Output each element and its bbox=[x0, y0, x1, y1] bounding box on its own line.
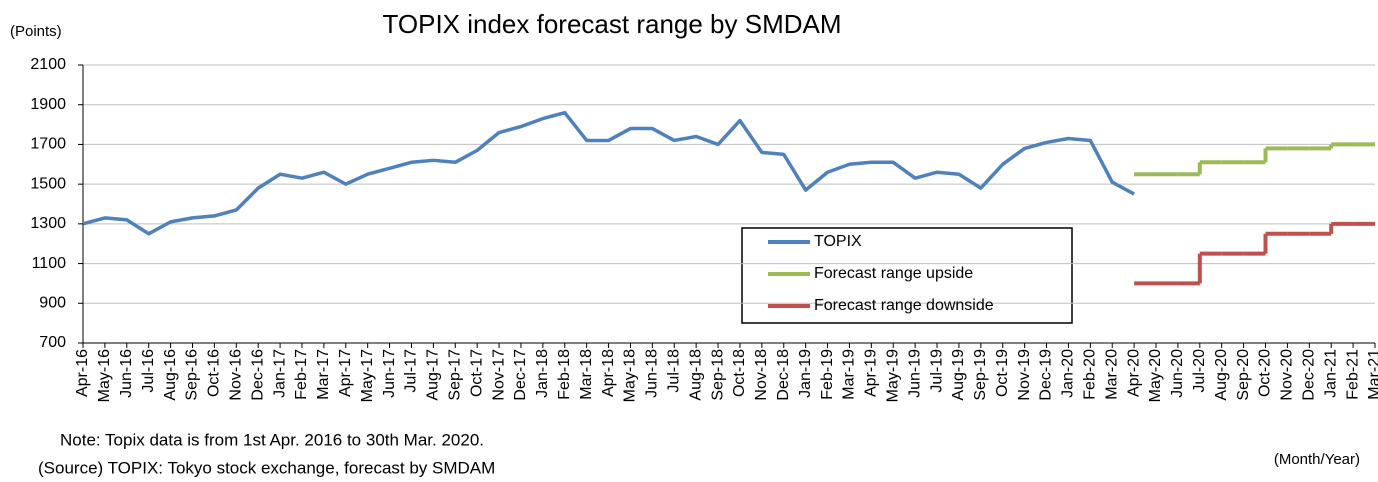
x-tick-label: Dec-20 bbox=[1301, 349, 1318, 401]
x-tick-label: Sep-20 bbox=[1235, 349, 1252, 401]
x-tick-label: Jun-20 bbox=[1169, 349, 1186, 398]
x-tick-label: Sep-16 bbox=[184, 349, 201, 401]
x-tick-label: Apr-17 bbox=[337, 349, 354, 397]
source: (Source) TOPIX: Tokyo stock exchange, fo… bbox=[38, 458, 495, 477]
x-tick-label: Oct-18 bbox=[731, 349, 748, 397]
chart-title: TOPIX index forecast range by SMDAM bbox=[382, 9, 841, 39]
x-tick-label: Feb-20 bbox=[1082, 349, 1099, 400]
x-tick-label: Apr-19 bbox=[863, 349, 880, 397]
x-tick-label: Jul-16 bbox=[140, 349, 157, 393]
x-tick-label: Jul-20 bbox=[1191, 349, 1208, 393]
x-tick-label: Nov-18 bbox=[753, 349, 770, 401]
y-tick-label: 1300 bbox=[30, 215, 66, 232]
x-tick-label: Jan-18 bbox=[534, 349, 551, 398]
x-tick-label: Sep-19 bbox=[972, 349, 989, 401]
series-line bbox=[82, 110, 1135, 236]
x-tick-label: Feb-17 bbox=[293, 349, 310, 400]
x-tick-label: Aug-18 bbox=[687, 349, 704, 401]
x-tick-label: Dec-19 bbox=[1038, 349, 1055, 401]
y-axis-label: (Points) bbox=[10, 23, 62, 40]
x-tick-label: Oct-17 bbox=[468, 349, 485, 397]
x-tick-label: Nov-17 bbox=[490, 349, 507, 401]
x-tick-label: Jun-19 bbox=[906, 349, 923, 398]
x-tick-label: Apr-20 bbox=[1125, 349, 1142, 397]
y-tick-label: 900 bbox=[39, 295, 66, 312]
y-tick-label: 1500 bbox=[30, 175, 66, 192]
x-tick-label: Nov-19 bbox=[1016, 349, 1033, 401]
x-tick-label: May-19 bbox=[884, 349, 901, 402]
legend-label: TOPIX bbox=[814, 233, 862, 250]
x-axis-label: (Month/Year) bbox=[1274, 451, 1360, 468]
x-tick-label: Jan-19 bbox=[797, 349, 814, 398]
x-tick-label: Jun-17 bbox=[381, 349, 398, 398]
x-tick-label: Dec-18 bbox=[775, 349, 792, 401]
x-tick-label: Aug-17 bbox=[425, 349, 442, 401]
x-tick-label: Jan-17 bbox=[271, 349, 288, 398]
x-tick-label: Mar-20 bbox=[1103, 349, 1120, 400]
x-tick-label: Feb-18 bbox=[556, 349, 573, 400]
x-tick-label: May-16 bbox=[96, 349, 113, 402]
x-tick-label: May-18 bbox=[622, 349, 639, 402]
y-tick-label: 1100 bbox=[32, 255, 67, 272]
x-tick-label: Jul-18 bbox=[665, 349, 682, 393]
note: Note: Topix data is from 1st Apr. 2016 t… bbox=[60, 430, 484, 449]
x-tick-label: Jun-18 bbox=[644, 349, 661, 398]
y-tick-label: 1900 bbox=[30, 96, 66, 113]
y-tick-label: 700 bbox=[39, 334, 66, 351]
x-tick-label: Aug-16 bbox=[162, 349, 179, 401]
x-tick-label: Jul-19 bbox=[928, 349, 945, 393]
x-tick-label: Dec-16 bbox=[249, 349, 266, 401]
x-tick-label: Mar-19 bbox=[841, 349, 858, 400]
x-tick-label: Sep-18 bbox=[709, 349, 726, 401]
x-tick-label: May-20 bbox=[1147, 349, 1164, 402]
x-tick-label: Oct-19 bbox=[994, 349, 1011, 397]
x-tick-label: Nov-20 bbox=[1279, 349, 1296, 401]
x-tick-label: Aug-19 bbox=[950, 349, 967, 401]
x-tick-label: Jan-20 bbox=[1060, 349, 1077, 398]
legend-label: Forecast range upside bbox=[814, 265, 973, 282]
x-tick-label: Feb-21 bbox=[1344, 349, 1361, 400]
x-tick-label: Oct-20 bbox=[1257, 349, 1274, 397]
y-tick-label: 1700 bbox=[30, 136, 66, 153]
x-tick-label: Jun-16 bbox=[118, 349, 135, 398]
x-tick-label: Mar-18 bbox=[578, 349, 595, 400]
x-tick-label: Jan-21 bbox=[1322, 349, 1339, 398]
x-tick-label: May-17 bbox=[359, 349, 376, 402]
x-tick-label: Oct-16 bbox=[206, 349, 223, 397]
legend-label: Forecast range downside bbox=[814, 297, 994, 314]
x-tick-label: Nov-16 bbox=[228, 349, 245, 401]
x-tick-label: Apr-16 bbox=[74, 349, 91, 397]
x-tick-label: Sep-17 bbox=[446, 349, 463, 401]
x-tick-label: Feb-19 bbox=[819, 349, 836, 400]
x-tick-label: Dec-17 bbox=[512, 349, 529, 401]
x-tick-label: Apr-18 bbox=[600, 349, 617, 397]
x-tick-label: Aug-20 bbox=[1213, 349, 1230, 401]
x-tick-label: Mar-17 bbox=[315, 349, 332, 400]
x-tick-label: Jul-17 bbox=[403, 349, 420, 393]
y-tick-label: 2100 bbox=[30, 56, 66, 73]
x-tick-label: Mar-21 bbox=[1366, 349, 1378, 400]
